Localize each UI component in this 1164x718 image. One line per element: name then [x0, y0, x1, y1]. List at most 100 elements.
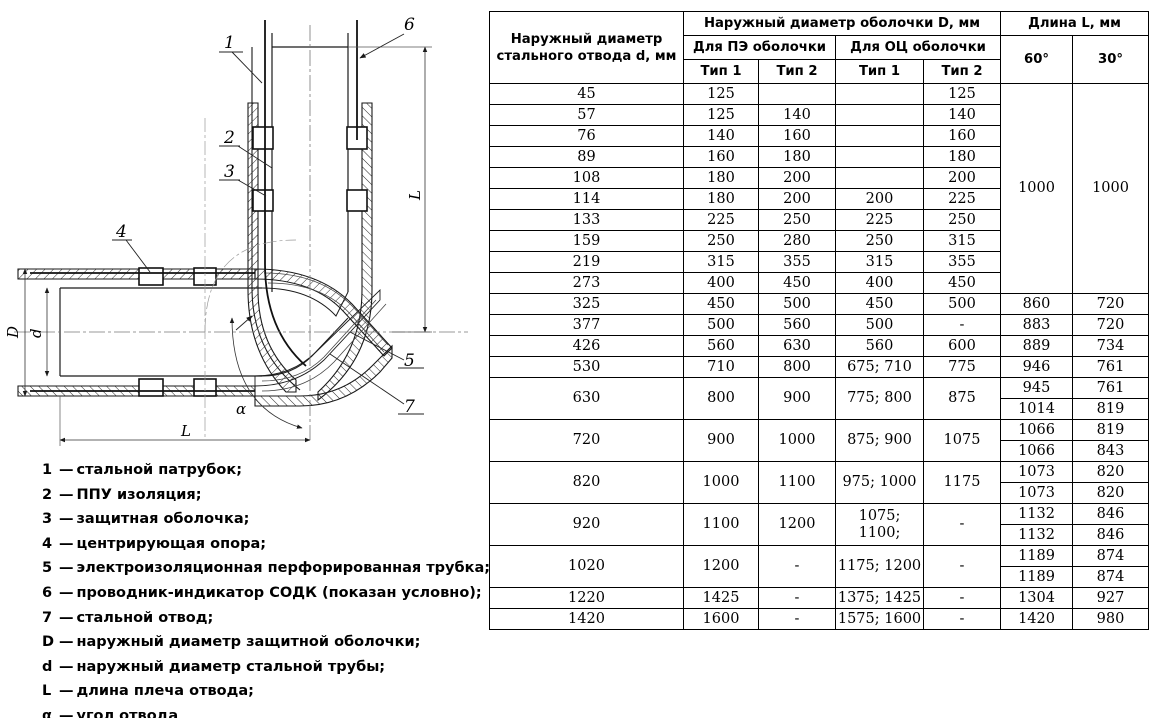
cell-steel-diameter: 530: [489, 356, 684, 378]
elbow-cross-section-svg: 1 2 3 4 5 6 7 D d L L α: [4, 15, 468, 446]
legend-dash: —: [59, 486, 74, 503]
cell-length-60: 860: [1000, 293, 1074, 315]
legend-dash: —: [59, 634, 74, 651]
cell-steel-diameter: 159: [489, 230, 684, 252]
header-length-group: Длина L, мм: [1000, 11, 1150, 36]
cell-pe-type-1: 1200: [683, 545, 759, 588]
cell-pe-type-2: 140: [758, 104, 836, 126]
table-row: 377 500 560 500-883 720: [489, 314, 1150, 336]
cell-oc-type-2: 140: [922, 104, 1002, 126]
cell-length-60: 1073: [1000, 482, 1074, 504]
cell-oc-type-2: 200: [922, 167, 1002, 189]
label-alpha: α: [236, 400, 246, 418]
header-casing-diameter-group: Наружный диаметр оболочки D, мм: [682, 11, 1002, 36]
cell-steel-diameter: 89: [489, 146, 684, 168]
cell-length-60: 1066: [1000, 440, 1074, 462]
cell-oc-type-1: [835, 146, 924, 168]
cell-length-60: 1014: [1000, 398, 1074, 420]
cell-steel-diameter: 920: [489, 503, 684, 546]
cell-length-60: 1420: [1000, 608, 1074, 630]
centerlines: [14, 25, 468, 440]
cell-pe-type-2: 1100: [758, 461, 836, 504]
header-pe-type-1: Тип 1: [683, 59, 759, 84]
legend-item: 5 — электроизоляционная перфорированная тр…: [42, 556, 490, 581]
legend-key: 5: [42, 560, 53, 577]
legend-item: 3 — защитная оболочка;: [42, 507, 472, 532]
legend-key: d: [42, 658, 53, 675]
callout-3: 3: [224, 162, 235, 182]
cell-pe-type-1: 180: [683, 167, 759, 189]
cell-pe-type-2: 560: [758, 314, 836, 336]
cell-oc-type-1: 200: [835, 188, 924, 210]
legend-key: 3: [42, 511, 53, 528]
label-d: d: [27, 328, 45, 338]
table-row: 57 125 140 140: [489, 104, 1149, 126]
cell-pe-type-2: -: [758, 587, 836, 609]
cell-length-60: 1189: [1000, 566, 1074, 588]
cell-length-30: 819: [1072, 419, 1150, 441]
header-row-3: Тип 1 Тип 2 Тип 1 Тип 2: [490, 59, 1149, 84]
table-row: 45 125 125 1000 1000: [489, 83, 1150, 294]
cell-pe-type-1: 125: [683, 83, 759, 105]
cell-pe-type-2: 160: [758, 125, 836, 147]
legend-dash: —: [59, 560, 74, 577]
legend-key: 2: [42, 486, 53, 503]
legend-item: 1 — стальной патрубок;: [42, 458, 472, 483]
cell-length-30: 927: [1072, 587, 1150, 609]
cell-steel-diameter: 133: [489, 209, 684, 231]
cell-steel-diameter: 76: [489, 125, 684, 147]
cell-oc-type-2: 1175: [922, 461, 1002, 504]
cell-length-30: 846: [1072, 503, 1150, 525]
header-steel-elbow-diameter: Наружный диаметр стального отвода d, мм: [489, 11, 684, 84]
legend-key: α: [42, 707, 52, 718]
header-row-1: Наружный диаметр стального отвода d, мм …: [489, 11, 1150, 84]
legend-dash: —: [59, 683, 74, 700]
legend-text: защитная оболочка;: [76, 511, 250, 528]
cell-pe-type-1: 315: [683, 251, 759, 273]
cell-length-30: 820: [1072, 461, 1150, 483]
cell-oc-type-1: 250: [835, 230, 924, 252]
legend-dash: —: [59, 535, 74, 552]
legend-key: 1: [42, 462, 53, 478]
cell-pe-type-1: 450: [683, 293, 759, 315]
cell-oc-type-2: -: [922, 314, 1002, 336]
legend-text: угол отвода: [76, 707, 179, 718]
cell-length-30: 720: [1072, 314, 1150, 336]
cell-pe-type-2: 630: [758, 335, 836, 357]
legend-text: электроизоляционная перфорированная труб…: [76, 560, 491, 577]
cell-pe-type-2: -: [758, 545, 836, 588]
legend-key: 7: [42, 609, 53, 626]
cell-oc-type-2: 775: [922, 356, 1002, 378]
cell-length-30: 980: [1072, 608, 1150, 630]
cell-pe-type-1: 125: [683, 104, 759, 126]
cell-oc-type-2: -: [922, 545, 1002, 588]
cell-length-60: 945: [1000, 377, 1074, 399]
cell-length-30: 720: [1072, 293, 1150, 315]
legend-item: 7 — стальной отвод;: [42, 606, 472, 631]
cell-steel-diameter: 325: [489, 293, 684, 315]
legend-key: 6: [42, 584, 53, 601]
cell-oc-type-2: 1075: [922, 419, 1002, 462]
cell-length-30: 843: [1072, 440, 1150, 462]
dimension-lines: [22, 46, 432, 446]
cell-length-60: 1132: [1000, 524, 1074, 546]
cell-oc-type-1: 450: [835, 293, 924, 315]
cell-pe-type-1: 500: [683, 314, 759, 336]
table-row: 133 225 250 225 250: [489, 209, 1149, 231]
legend-text: ППУ изоляция;: [76, 486, 202, 503]
table-row: 325 450 500 450 500 860 720: [489, 293, 1150, 315]
table-row: 820 1000 1100 975; 1000 1175 1073 820: [489, 461, 1150, 504]
cell-pe-type-1: 250: [683, 230, 759, 252]
cell-oc-type-1: 225: [835, 209, 924, 231]
cell-oc-type-1: 500: [835, 314, 924, 336]
legend-item: D — наружный диаметр защитной оболочки;: [42, 630, 472, 655]
cell-pe-type-1: 1000: [683, 461, 759, 504]
cell-pe-type-2: 180: [758, 146, 836, 168]
table-row: 920 1100 1200 1075; 1100; -1132 846: [489, 503, 1150, 546]
cell-length-60: 1066: [1000, 419, 1074, 441]
cell-pe-type-1: 900: [683, 419, 759, 462]
cell-oc-type-2: 600: [922, 335, 1002, 357]
cell-length-60: 1189: [1000, 545, 1074, 567]
table-row: 630 800 900 775; 800 875 945 761: [489, 377, 1150, 420]
cell-length-30: 846: [1072, 524, 1150, 546]
